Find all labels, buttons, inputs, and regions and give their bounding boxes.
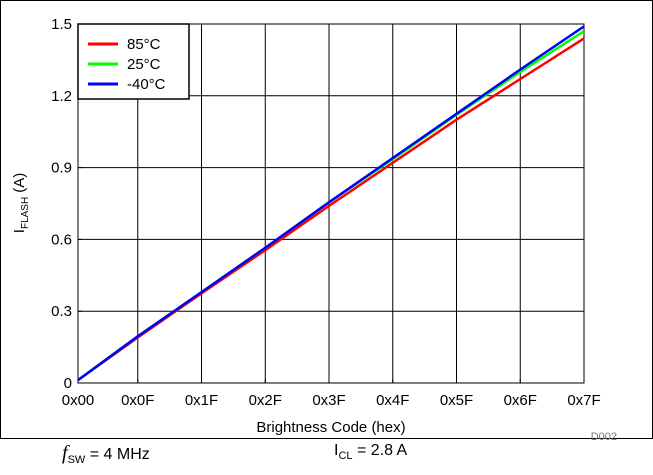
plot-area-border (77, 23, 585, 384)
x-tick-label: 0x1F (185, 392, 218, 409)
y-tick-label: 0.6 (51, 231, 72, 248)
fsw-symbol: f (62, 442, 68, 464)
x-tick-label: 0x3F (312, 392, 345, 409)
y-tick-label: 0.9 (51, 160, 72, 177)
x-tick-label: 0x6F (504, 392, 537, 409)
y-axis-label-main: I (11, 229, 28, 233)
y-axis-label-sub: FLASH (20, 197, 31, 229)
x-tick-label: 0x0F (121, 392, 154, 409)
y-tick-label: 0 (64, 375, 72, 392)
icl-sub: CL (338, 450, 353, 463)
y-tick-label: 0.3 (51, 303, 72, 320)
legend: 85°C 25°C -40°C (77, 23, 190, 100)
fsw-value: = 4 MHz (85, 446, 150, 463)
icl-value: = 2.8 A (352, 442, 408, 459)
legend-label: 85°C (127, 36, 161, 53)
icl-label: I (334, 442, 339, 459)
switching-frequency-condition: fSW = 4 MHz (62, 442, 150, 466)
legend-label: 25°C (127, 56, 161, 73)
series-line (77, 25, 585, 382)
y-axis-label: IFLASH (A) (11, 173, 31, 233)
legend-label: -40°C (127, 76, 166, 93)
y-tick-label: 1.5 (51, 16, 72, 33)
fsw-label: SW (67, 454, 86, 467)
x-tick-label: 0x7F (567, 392, 600, 409)
x-tick-label: 0x4F (376, 392, 409, 409)
x-tick-label: 0x5F (440, 392, 473, 409)
y-tick-label: 1.2 (51, 88, 72, 105)
legend-box (77, 23, 190, 100)
x-axis-label: Brightness Code (hex) (256, 419, 405, 436)
current-limit-condition: ICL = 2.8 A (334, 442, 407, 462)
x-tick-label: 0x2F (249, 392, 282, 409)
y-axis-label-unit: (A) (11, 173, 28, 193)
figure-id: D002 (591, 431, 617, 443)
x-tick-label: 0x00 (62, 392, 95, 409)
